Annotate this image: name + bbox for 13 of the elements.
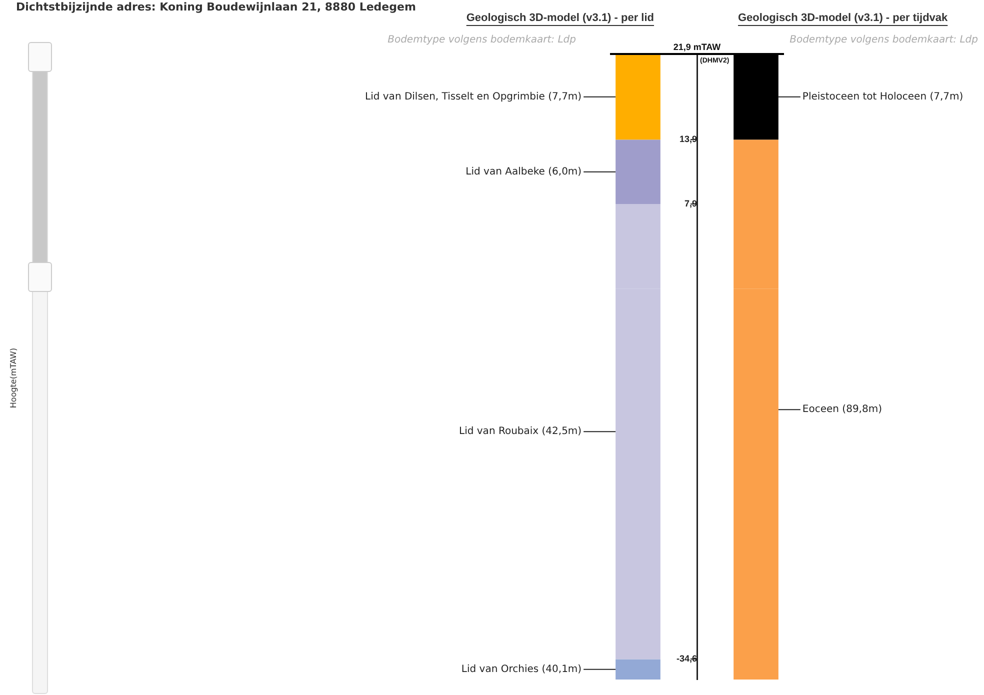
- text: Pleistoceen tot Holoceen (7,7m): [802, 91, 964, 102]
- text: Lid van Dilsen, Tisselt en Opgrimbie (7,7m): [365, 91, 582, 102]
- text: Bodemtype volgens bodemkaart: Ldp: [388, 34, 576, 46]
- text: Eoceen (89,8m): [802, 404, 882, 416]
- ref-line-label: 21,9 mTAW: [673, 42, 722, 52]
- text: Hoogte(mTAW): [9, 348, 18, 408]
- text: Lid van Orchies (40,1m): [461, 664, 582, 676]
- text: Bodemtype volgens bodemkaart: Ldp: [790, 34, 978, 46]
- x-tick-label: Geologisch 3D-model (v3.1) - per lid: [466, 12, 654, 24]
- text: Lid van Aalbeke (6,0m): [466, 166, 582, 178]
- text: Lid van Roubaix (42,5m): [459, 426, 582, 438]
- text: Dichtstbijzijnde adres: Koning Boudewijnlaan 21, 8880 Ledegem: [16, 0, 416, 14]
- x-tick-label: Geologisch 3D-model (v3.1) - per tijdvak: [738, 12, 949, 24]
